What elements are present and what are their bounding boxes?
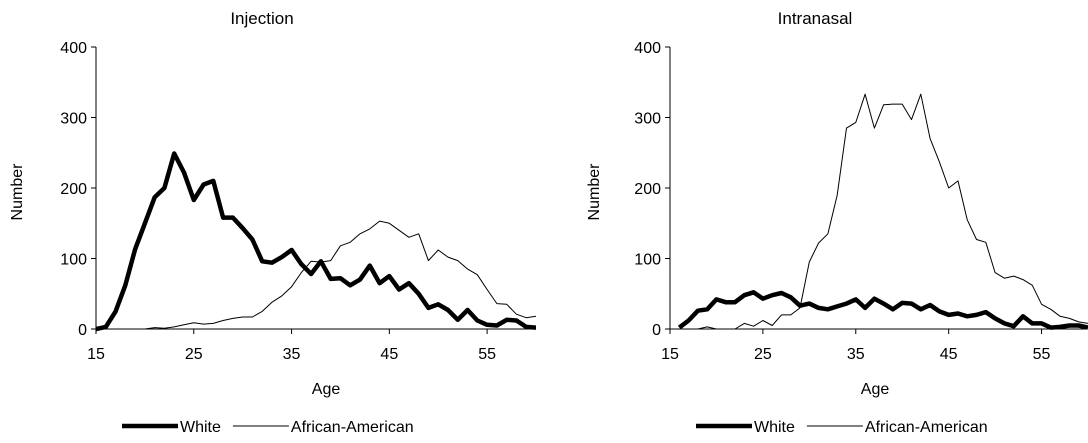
y-tick-label: 200 (60, 181, 87, 198)
x-tick-label: 55 (1033, 346, 1051, 363)
y-tick-label: 100 (634, 252, 661, 269)
legend-label: White (180, 419, 221, 436)
chart-title: Injection (230, 9, 293, 28)
series-line-african-american (96, 220, 536, 330)
y-axis-label: Number (9, 163, 26, 221)
x-tick-label: 15 (87, 346, 105, 363)
series-line-white (96, 151, 536, 332)
legend-label: White (754, 419, 795, 436)
x-axis-label: Age (312, 381, 341, 398)
y-tick-label: 100 (60, 252, 87, 269)
x-tick-label: 55 (478, 346, 496, 363)
chart-title: Intranasal (778, 9, 853, 28)
y-tick-label: 400 (634, 40, 661, 57)
legend-label: African-American (865, 419, 988, 436)
y-tick-label: 0 (652, 322, 661, 339)
y-axis-label: Number (586, 163, 603, 221)
series-line-white (677, 290, 1088, 330)
y-tick-label: 400 (60, 40, 87, 57)
x-tick-label: 45 (380, 346, 398, 363)
x-axis-label: Age (861, 381, 890, 398)
x-tick-label: 25 (185, 346, 203, 363)
x-tick-label: 15 (661, 346, 679, 363)
y-tick-label: 300 (634, 111, 661, 128)
legend: White African-American (122, 419, 414, 436)
y-tick-label: 300 (60, 111, 87, 128)
x-tick-label: 45 (940, 346, 958, 363)
chart-0: Injection 0 100 200 300 400 15 25 35 45 55 Age Numbe… (9, 9, 536, 436)
x-tick-label: 35 (847, 346, 865, 363)
legend: White African-American (696, 419, 988, 436)
x-tick-label: 35 (283, 346, 301, 363)
y-tick-label: 200 (634, 181, 661, 198)
x-tick-label: 25 (754, 346, 772, 363)
y-tick-label: 0 (78, 322, 87, 339)
series-line-african-american (679, 93, 1088, 330)
legend-label: African-American (291, 419, 414, 436)
chart-1: Intranasal 0 100 200 300 400 15 25 35 45 55 Age Numb… (586, 9, 1088, 436)
